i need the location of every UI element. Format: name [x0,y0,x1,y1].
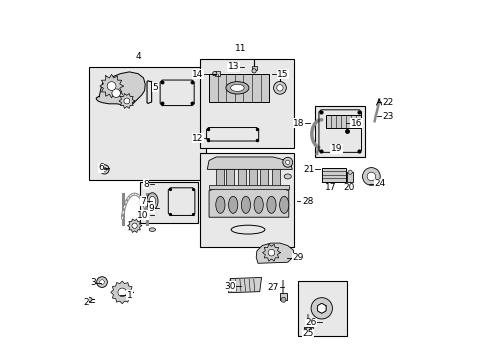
Text: 12: 12 [192,134,203,143]
Ellipse shape [241,196,250,213]
Polygon shape [262,244,280,261]
Circle shape [267,249,274,256]
Text: 18: 18 [293,119,304,128]
Circle shape [251,69,256,73]
Bar [346,172,352,182]
Ellipse shape [225,82,248,94]
Bar [325,116,361,127]
Circle shape [132,223,137,228]
Bar [215,168,223,187]
Text: 7: 7 [140,197,146,206]
Text: 5: 5 [152,83,158,92]
Circle shape [118,288,126,297]
Ellipse shape [149,196,155,206]
Text: 9: 9 [148,204,154,213]
Ellipse shape [254,196,263,213]
Polygon shape [119,94,134,108]
Circle shape [100,165,109,174]
Polygon shape [207,157,292,169]
Bar [226,168,234,187]
Circle shape [281,297,285,302]
Text: 27: 27 [267,283,278,292]
Bar [279,293,286,300]
Bar [209,74,269,102]
Circle shape [276,85,283,91]
Text: 16: 16 [350,119,362,128]
Bar [297,281,346,336]
Polygon shape [305,327,311,334]
Circle shape [107,82,116,90]
Circle shape [100,280,104,284]
Polygon shape [127,219,142,233]
Text: 21: 21 [303,165,314,174]
Text: 26: 26 [305,318,316,327]
Bar [260,168,268,187]
Text: 8: 8 [143,180,148,189]
Ellipse shape [230,84,244,91]
Text: 2: 2 [83,298,88,307]
Circle shape [123,98,129,104]
Text: 30: 30 [224,282,235,291]
Bar [304,327,312,333]
Polygon shape [100,75,123,98]
Circle shape [310,298,332,319]
Bar [140,182,198,222]
Bar [315,105,364,157]
Bar [271,168,279,187]
Circle shape [112,89,120,98]
Bar [200,59,293,148]
Bar [321,168,345,182]
Text: 28: 28 [301,197,313,206]
Text: 17: 17 [324,183,336,192]
Circle shape [282,157,292,167]
Bar [248,168,256,187]
Ellipse shape [279,196,288,213]
Text: 6: 6 [98,163,103,172]
Polygon shape [256,243,293,263]
Circle shape [273,81,286,94]
Polygon shape [228,278,261,293]
Circle shape [316,303,326,313]
Text: 14: 14 [192,70,203,79]
Polygon shape [111,281,133,304]
Text: 3: 3 [90,278,96,287]
Circle shape [212,72,216,76]
Ellipse shape [284,174,291,179]
Bar [209,185,288,189]
Circle shape [102,167,106,171]
Text: 4: 4 [135,52,141,61]
Text: 11: 11 [235,44,246,53]
Text: 29: 29 [291,253,303,262]
Text: 23: 23 [382,112,393,121]
Text: 13: 13 [227,62,239,71]
Bar [200,153,293,247]
Circle shape [347,170,351,174]
Polygon shape [96,72,145,105]
Ellipse shape [86,297,92,302]
Bar [88,67,205,180]
Circle shape [366,172,375,181]
Circle shape [97,277,107,287]
Text: 22: 22 [382,98,393,107]
Text: 15: 15 [277,70,288,79]
Ellipse shape [149,228,155,231]
Ellipse shape [146,193,158,210]
Text: 20: 20 [343,183,354,192]
Ellipse shape [266,196,276,213]
Text: 24: 24 [373,179,385,188]
Circle shape [362,168,380,185]
Circle shape [285,160,289,165]
Bar [214,71,219,76]
Bar [237,168,245,187]
Ellipse shape [215,196,224,213]
Text: 25: 25 [302,329,313,338]
Polygon shape [209,189,288,217]
Text: 19: 19 [330,144,342,153]
Ellipse shape [228,196,237,213]
Bar [251,66,256,70]
Text: 10: 10 [137,211,148,220]
Text: 1: 1 [126,291,132,300]
